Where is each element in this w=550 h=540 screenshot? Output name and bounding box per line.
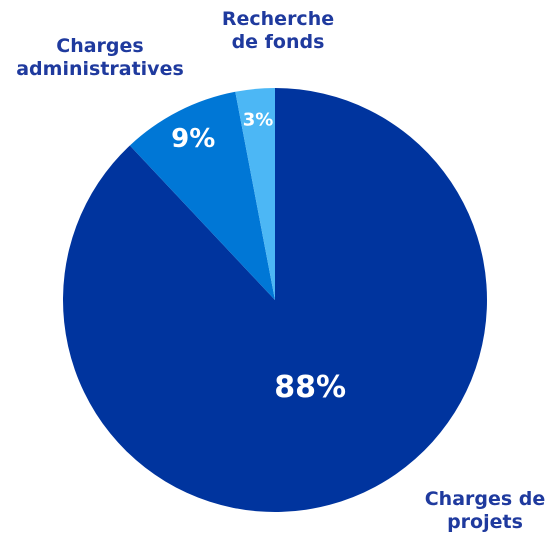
pie-slice — [129, 91, 275, 301]
value-label: 9% — [171, 124, 215, 154]
category-label: Charges administratives — [16, 35, 184, 80]
pie-slice — [235, 88, 275, 300]
value-label: 88% — [274, 370, 346, 405]
category-label: Charges de projets — [424, 488, 546, 533]
category-label: Recherche de fonds — [221, 8, 335, 53]
pie-slice — [62, 88, 487, 513]
value-label: 3% — [243, 110, 274, 131]
